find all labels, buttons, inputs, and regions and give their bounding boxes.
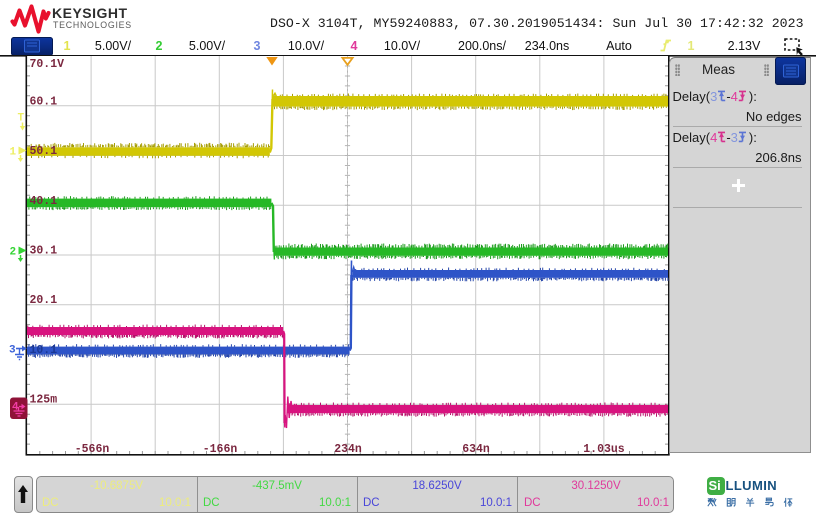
svg-text:30.1: 30.1	[30, 245, 58, 258]
svg-text:1.03us: 1.03us	[583, 443, 625, 456]
svg-text:10.1: 10.1	[30, 344, 58, 357]
svg-text:634n: 634n	[462, 443, 490, 456]
svg-text:-166n: -166n	[203, 443, 238, 456]
svg-text:20.1: 20.1	[30, 294, 58, 307]
svg-text:125m: 125m	[30, 394, 58, 407]
svg-text:4: 4	[12, 402, 19, 414]
svg-text:234n: 234n	[334, 443, 362, 456]
svg-text:T: T	[18, 113, 25, 125]
svg-text:40.1: 40.1	[30, 195, 58, 208]
svg-text:50.1: 50.1	[30, 145, 58, 158]
svg-text:1: 1	[10, 147, 17, 159]
svg-text:2: 2	[10, 247, 17, 259]
svg-text:-566n: -566n	[75, 443, 110, 456]
svg-text:60.1: 60.1	[30, 96, 58, 109]
svg-text:3: 3	[9, 345, 16, 357]
svg-text:70.1V: 70.1V	[30, 58, 65, 71]
